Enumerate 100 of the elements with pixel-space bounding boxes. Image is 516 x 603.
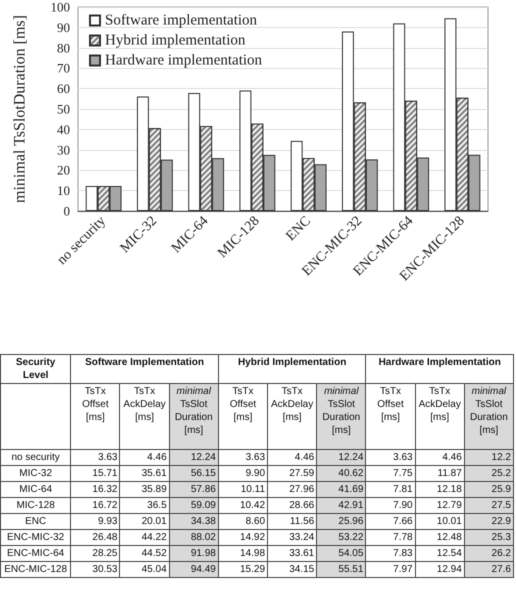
text: 3.63 [366, 450, 416, 466]
text: TsTx AckDelay [ms] [268, 384, 317, 450]
text: 7.81 [366, 482, 416, 498]
text: 44.52 [120, 546, 170, 562]
text: MIC-128 [0, 498, 71, 514]
text: 33.61 [268, 546, 317, 562]
y-tick-label: 0 [64, 204, 70, 218]
text: 40.62 [316, 466, 366, 482]
text: 7.97 [366, 562, 416, 578]
text: 27.96 [268, 482, 317, 498]
text: 42.91 [316, 498, 366, 514]
y-tick-label: 70 [57, 60, 70, 76]
text: TsTx Offset [ms] [218, 384, 268, 450]
text: 10.42 [218, 498, 268, 514]
text: 34.38 [169, 514, 218, 530]
text: 12.18 [415, 482, 464, 498]
text: 34.15 [268, 562, 317, 578]
text: 57.86 [169, 482, 218, 498]
text: 26.2 [464, 546, 514, 562]
legend-label: Hybrid implementation [105, 32, 246, 48]
y-tick-label: 90 [57, 20, 70, 35]
y-tick-label: 60 [57, 81, 70, 96]
text: 88.02 [169, 530, 218, 546]
text: 27.5 [464, 498, 514, 514]
text: 12.79 [415, 498, 464, 514]
text: 36.5 [120, 498, 170, 514]
text: 25.9 [464, 482, 514, 498]
text: 41.69 [316, 482, 366, 498]
text: minimal TsSlot Duration [ms] [316, 384, 366, 450]
y-tick-label: 10 [57, 183, 70, 198]
y-tick-label: 80 [57, 40, 70, 56]
text: 44.22 [120, 530, 170, 546]
text: 14.98 [218, 546, 268, 562]
y-tick-label: 30 [57, 142, 70, 158]
text: 91.98 [169, 546, 218, 562]
text: 12.54 [415, 546, 464, 562]
text: 53.22 [316, 530, 366, 546]
y-tick-label: 20 [57, 162, 70, 178]
text: MIC-32 [0, 466, 71, 482]
text: 22.9 [464, 514, 514, 530]
text: 15.29 [218, 562, 268, 578]
text: 26.48 [70, 530, 120, 546]
y-tick-label: 100 [50, 0, 70, 14]
text: TsTx AckDelay [ms] [415, 384, 464, 450]
text: 35.61 [120, 466, 170, 482]
text: 56.15 [169, 466, 218, 482]
text: 25.3 [464, 530, 514, 546]
text: 55.51 [316, 562, 366, 578]
text: 28.66 [268, 498, 317, 514]
y-tick-label: 40 [57, 122, 70, 137]
text: minimal TsSlot Duration [ms] [169, 384, 218, 450]
text: 7.78 [366, 530, 416, 546]
text: 10.11 [218, 482, 268, 498]
text: no security [0, 450, 71, 466]
text: 9.93 [70, 514, 120, 530]
text: 16.72 [70, 498, 120, 514]
text: TsTx Offset [ms] [366, 384, 416, 450]
text: 54.05 [316, 546, 366, 562]
text: ENC-MIC-128 [0, 562, 71, 578]
y-axis-title: minimal TsSlotDuration [ms] [12, 15, 28, 203]
text: 12.24 [316, 450, 366, 466]
text: 4.46 [415, 450, 464, 466]
text: 9.90 [218, 466, 268, 482]
text: TsTx Offset [ms] [70, 384, 120, 450]
legend-label: Software implementation [105, 12, 258, 28]
text: 27.59 [268, 466, 317, 482]
text: 3.63 [218, 450, 268, 466]
text: 59.09 [169, 498, 218, 514]
legend-label: Hardware implementation [105, 52, 263, 68]
text: Security Level [0, 354, 71, 384]
text: MIC-64 [0, 482, 71, 498]
text: 11.56 [268, 514, 317, 530]
text: 7.90 [366, 498, 416, 514]
text: 12.24 [169, 450, 218, 466]
text: 94.49 [169, 562, 218, 578]
text: 12.2 [464, 450, 514, 466]
text: ENC-MIC-32 [0, 530, 71, 546]
text: 10.01 [415, 514, 464, 530]
text: 7.66 [366, 514, 416, 530]
text: minimal TsSlot Duration [ms] [464, 384, 514, 450]
text: 25.2 [464, 466, 514, 482]
text: ENC-MIC-64 [0, 546, 71, 562]
text: 4.46 [268, 450, 317, 466]
text: ENC [0, 514, 71, 530]
text: 3.63 [70, 450, 120, 466]
text: 30.53 [70, 562, 120, 578]
text: 16.32 [70, 482, 120, 498]
text: 12.94 [415, 562, 464, 578]
text: 14.92 [218, 530, 268, 546]
text: 12.48 [415, 530, 464, 546]
text: 45.04 [120, 562, 170, 578]
y-tick-label: 50 [57, 102, 70, 116]
text: Hybrid Implementation [218, 354, 366, 384]
text: 11.87 [415, 466, 464, 482]
text: 20.01 [120, 514, 170, 530]
text: 7.75 [366, 466, 416, 482]
text: 27.6 [464, 562, 514, 578]
text: 8.60 [218, 514, 268, 530]
text: 35.89 [120, 482, 170, 498]
text: Software Implementation [70, 354, 218, 384]
